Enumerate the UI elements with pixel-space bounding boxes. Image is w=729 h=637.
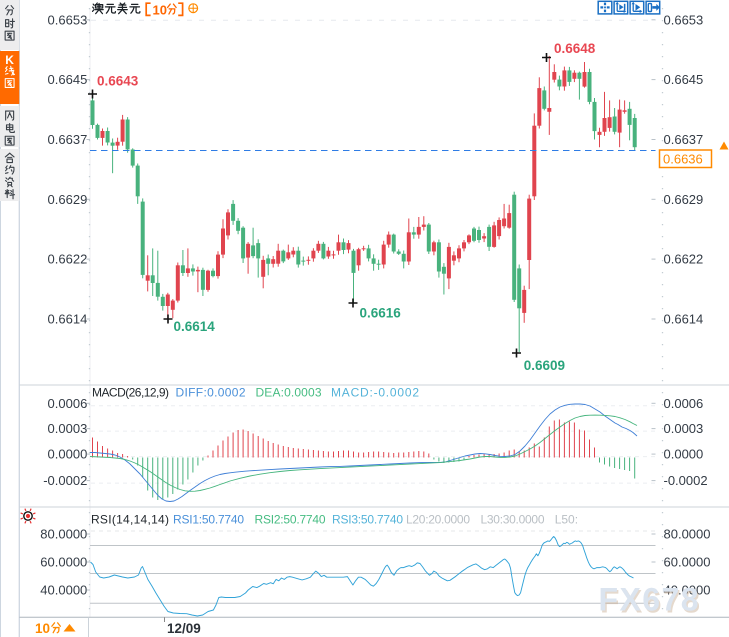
svg-text:L30:30.0000: L30:30.0000 bbox=[481, 513, 545, 527]
svg-text:0.6609: 0.6609 bbox=[524, 358, 565, 373]
svg-text:DEA:0.0003: DEA:0.0003 bbox=[256, 386, 322, 400]
svg-text:0.6629: 0.6629 bbox=[664, 192, 704, 207]
svg-text:0.0003: 0.0003 bbox=[48, 421, 88, 436]
svg-text:RSI(14,14,14): RSI(14,14,14) bbox=[91, 513, 169, 527]
svg-text:0.0000: 0.0000 bbox=[664, 447, 704, 462]
svg-text:0.6643: 0.6643 bbox=[97, 74, 139, 89]
svg-text:0.6629: 0.6629 bbox=[48, 192, 88, 207]
svg-text:RSI1:50.7740: RSI1:50.7740 bbox=[173, 513, 244, 527]
svg-text:FX678: FX678 bbox=[599, 582, 699, 618]
svg-text:10: 10 bbox=[153, 3, 167, 18]
svg-text:0.6622: 0.6622 bbox=[664, 252, 704, 267]
svg-text:0.6614: 0.6614 bbox=[664, 312, 704, 327]
svg-text:0.6616: 0.6616 bbox=[360, 305, 402, 320]
svg-text:0.6645: 0.6645 bbox=[48, 72, 88, 87]
svg-text:80.0000: 80.0000 bbox=[664, 527, 711, 542]
svg-text:0.6653: 0.6653 bbox=[664, 12, 704, 27]
svg-text:0.0000: 0.0000 bbox=[48, 447, 88, 462]
svg-text:10: 10 bbox=[35, 621, 50, 636]
svg-text:0.0003: 0.0003 bbox=[664, 421, 704, 436]
svg-text:0.6637: 0.6637 bbox=[664, 132, 704, 147]
svg-text:L20:20.0000: L20:20.0000 bbox=[406, 513, 470, 527]
svg-text:80.0000: 80.0000 bbox=[40, 527, 87, 542]
svg-text:L50:: L50: bbox=[555, 513, 578, 527]
svg-text:RSI2:50.7740: RSI2:50.7740 bbox=[255, 513, 326, 527]
svg-text:-0.0002: -0.0002 bbox=[664, 473, 708, 488]
svg-text:0.6622: 0.6622 bbox=[48, 252, 88, 267]
svg-text:DIFF:0.0002: DIFF:0.0002 bbox=[176, 386, 246, 400]
svg-text:0.6648: 0.6648 bbox=[554, 41, 596, 56]
svg-text:40.0000: 40.0000 bbox=[664, 583, 711, 598]
svg-text:MACD:-0.0002: MACD:-0.0002 bbox=[331, 386, 419, 400]
svg-text:-0.0002: -0.0002 bbox=[43, 473, 87, 488]
svg-text:RSI3:50.7740: RSI3:50.7740 bbox=[332, 513, 403, 527]
svg-text:0.6636: 0.6636 bbox=[663, 152, 703, 167]
svg-text:60.0000: 60.0000 bbox=[664, 555, 711, 570]
svg-text:0.6653: 0.6653 bbox=[48, 12, 88, 27]
svg-text:MACD(26,12,9): MACD(26,12,9) bbox=[92, 386, 169, 400]
svg-text:0.6645: 0.6645 bbox=[664, 72, 704, 87]
svg-text:60.0000: 60.0000 bbox=[40, 555, 87, 570]
svg-text:FX678: FX678 bbox=[600, 584, 700, 620]
svg-text:0.6614: 0.6614 bbox=[48, 312, 88, 327]
svg-text:K: K bbox=[5, 53, 14, 67]
svg-text:0.0006: 0.0006 bbox=[664, 396, 704, 411]
svg-text:12/09: 12/09 bbox=[167, 621, 201, 636]
svg-text:0.0006: 0.0006 bbox=[48, 396, 88, 411]
svg-text:0.6637: 0.6637 bbox=[48, 132, 88, 147]
svg-text:40.0000: 40.0000 bbox=[40, 583, 87, 598]
svg-text:0.6614: 0.6614 bbox=[174, 319, 216, 334]
